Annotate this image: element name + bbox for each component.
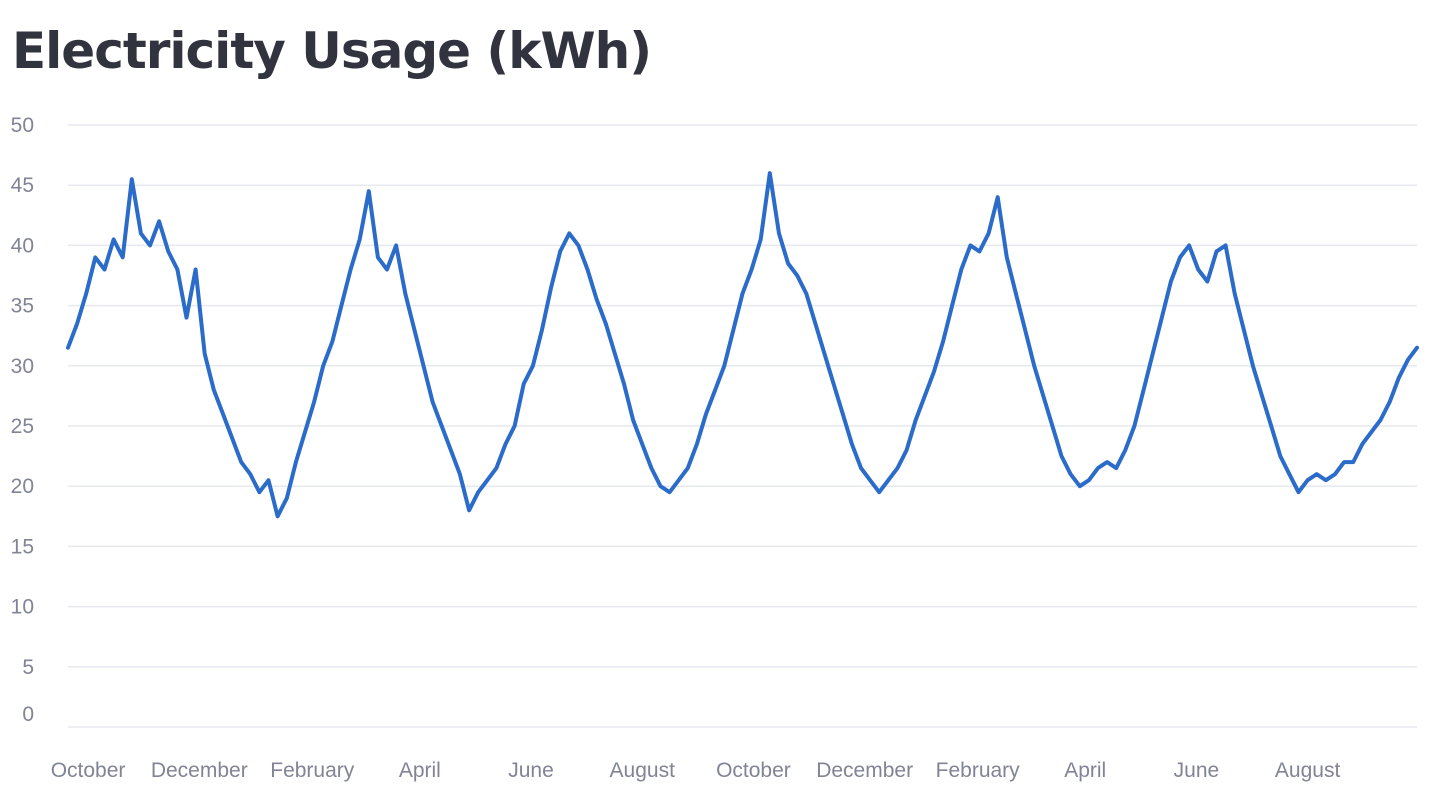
x-axis: October December February April June August Oc… — [51, 759, 1341, 782]
y-tick-label: 5 — [22, 656, 34, 679]
x-tick-label: August — [1275, 759, 1341, 782]
x-tick-label: August — [610, 759, 676, 782]
x-tick-label: February — [936, 759, 1021, 782]
y-tick-label: 15 — [11, 535, 34, 558]
y-tick-label: 10 — [11, 596, 34, 619]
x-tick-label: December — [816, 759, 913, 782]
y-tick-label: 40 — [11, 234, 34, 257]
y-tick-label: 0 — [22, 703, 34, 726]
y-axis: 0 5 10 15 20 25 30 35 40 45 50 — [11, 114, 34, 726]
y-tick-label: 25 — [11, 415, 34, 438]
y-tick-label: 50 — [11, 114, 34, 137]
series-line-0 — [66, 171, 1419, 519]
x-tick-label: October — [51, 759, 126, 782]
x-tick-label: February — [270, 759, 355, 782]
y-tick-label: 35 — [11, 295, 34, 318]
gridlines — [68, 124, 1417, 728]
x-tick-label: June — [1174, 759, 1220, 782]
series-layer — [66, 171, 1419, 519]
y-tick-label: 20 — [11, 475, 34, 498]
x-tick-label: December — [151, 759, 248, 782]
x-tick-label: June — [508, 759, 554, 782]
y-tick-label: 45 — [11, 174, 34, 197]
x-tick-label: October — [716, 759, 791, 782]
x-tick-label: April — [1064, 759, 1106, 782]
y-tick-label: 30 — [11, 355, 34, 378]
x-tick-label: April — [399, 759, 441, 782]
chart-title: Electricity Usage (kWh) — [12, 22, 652, 80]
